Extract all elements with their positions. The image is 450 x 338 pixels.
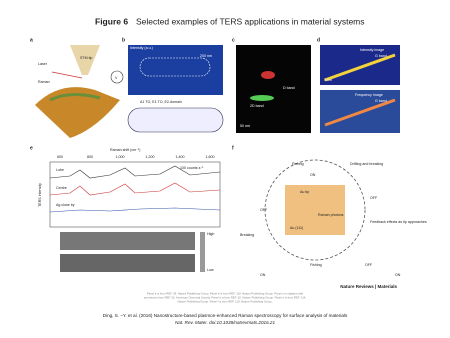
text: Low <box>207 268 214 272</box>
tick-label: 1,600 <box>206 155 215 159</box>
ridge <box>49 93 101 102</box>
text: OFF <box>370 196 378 200</box>
text: ON <box>260 273 266 277</box>
text: Raman <box>38 80 50 84</box>
panel-label: f <box>232 145 234 151</box>
band <box>324 53 396 82</box>
image <box>128 45 223 95</box>
text: Fishing <box>292 162 304 166</box>
text: OFF <box>260 208 268 212</box>
text: Feedback effects as tip approaches <box>370 220 427 224</box>
text: Au (111) <box>290 226 303 230</box>
outline <box>139 57 211 77</box>
trace <box>49 207 221 213</box>
tick-label: 1,400 <box>176 155 185 159</box>
text: Frequency image <box>355 93 383 97</box>
text: V <box>115 76 118 80</box>
diagram <box>127 107 224 133</box>
text: Lobe <box>56 168 64 172</box>
text: Au tip <box>300 190 309 194</box>
text: Intensity image <box>360 48 384 52</box>
panel-c: c D band 2D band 50 nm <box>232 37 311 133</box>
trace <box>49 165 221 179</box>
text: 50 nm <box>240 124 250 128</box>
text: Breaking <box>240 233 254 237</box>
text: Raman photons <box>318 213 344 217</box>
tick-label: 600 <box>57 155 63 159</box>
text: Raman shift (cm⁻¹) <box>110 148 140 152</box>
text: G band <box>375 99 387 103</box>
text: 5 nm <box>324 78 332 82</box>
credit: Panel a is from REF. 29, Nature Publishi… <box>147 292 304 296</box>
spot <box>250 95 274 101</box>
colorbar <box>200 232 205 272</box>
text: D band <box>283 86 295 90</box>
citation: Ding, S. –Y. et al. (2016) Nanostructure… <box>103 313 348 318</box>
text: 2D band <box>250 104 264 108</box>
plot-frame <box>49 161 221 228</box>
trace <box>49 182 221 196</box>
spot <box>261 71 275 79</box>
text: ON <box>395 273 401 277</box>
voltmeter <box>110 70 124 84</box>
journal: Nature Reviews | Materials <box>340 284 397 289</box>
tick-label: 800 <box>87 155 93 159</box>
credit: Nature Publishing Group. Panel f is from… <box>177 300 272 304</box>
ticks: 600 800 1,000 1,200 1,400 1,600 <box>57 155 215 159</box>
text: Ag close by <box>56 203 75 207</box>
panel-e: e Raman shift (cm⁻¹) 600 800 1,000 1,200 1,4… <box>30 145 221 272</box>
image-row <box>60 254 195 272</box>
image <box>236 45 311 133</box>
text: High <box>207 232 214 236</box>
text: STM tip <box>80 56 92 60</box>
panel-label: e <box>30 145 33 151</box>
text: 200 nm <box>200 54 212 58</box>
cycle <box>264 159 366 261</box>
tip <box>70 45 100 75</box>
text: Centre <box>56 186 67 190</box>
sample <box>35 87 120 138</box>
text: OFF <box>365 263 373 267</box>
junction <box>285 185 345 235</box>
tick-label: 1,200 <box>146 155 155 159</box>
tick-label: 1,000 <box>116 155 125 159</box>
text: TERS intensity <box>38 183 42 207</box>
panel-f: f Fishing Drifting and breaking ON OFF A… <box>232 145 427 277</box>
figure-title: Selected examples of TERS applications i… <box>136 16 365 26</box>
panel-label: c <box>232 37 235 43</box>
text: 100 counts s⁻¹ <box>180 166 204 170</box>
laser <box>51 71 83 79</box>
figure-label: Figure 6 <box>95 16 128 26</box>
text: Laser <box>38 62 48 66</box>
text: Drifting and breaking <box>350 162 383 166</box>
text: Intensity (a.u.) <box>130 46 153 50</box>
panel-d: d Intensity image G band 5 nm Frequency … <box>317 37 400 133</box>
text: ON <box>310 173 316 177</box>
panel-label: d <box>317 37 320 43</box>
credit: permission from REF. 52, American Chemic… <box>144 296 306 300</box>
panel-label: a <box>30 37 33 43</box>
band <box>324 98 396 127</box>
panel-a: a STM tip Laser Raman V <box>30 37 124 138</box>
text: Fishing <box>310 263 322 267</box>
text: A1 TO, E1 TO, E2-domain <box>140 100 182 104</box>
image-row <box>60 232 195 250</box>
text: G band <box>375 54 387 58</box>
panel-label: b <box>122 37 125 43</box>
panel-b: b Intensity (a.u.) 200 nm A1 TO, E1 TO, … <box>122 37 224 133</box>
citation: Nat. Rev. Mater. doi:10.1038/natrevmats.… <box>175 320 276 325</box>
